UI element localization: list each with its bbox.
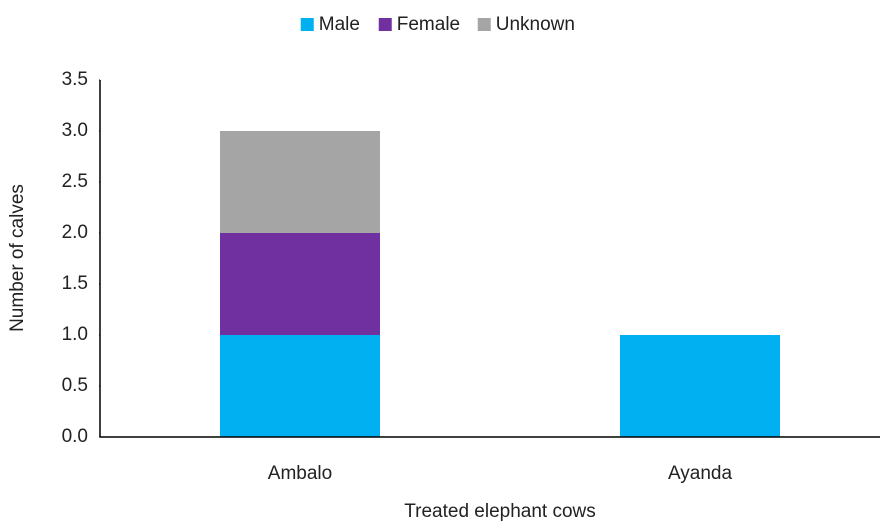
legend-swatch	[300, 18, 314, 31]
y-tick-label: 2.0	[62, 222, 88, 243]
y-tick-label: 2.5	[62, 171, 88, 192]
y-tick-label: 0.0	[62, 426, 88, 447]
legend-label: Male	[319, 14, 360, 35]
legend-label: Unknown	[496, 14, 575, 35]
legend: Male Female Unknown	[300, 14, 575, 35]
x-axis-label: Treated elephant cows	[404, 501, 596, 522]
bar-segment	[220, 233, 380, 335]
x-tick-label: Ayanda	[668, 463, 733, 484]
y-tick-label: 3.5	[62, 69, 88, 90]
bar-segment	[220, 131, 380, 233]
y-tick-label: 1.0	[62, 324, 88, 345]
legend-swatch	[378, 18, 392, 31]
y-tick-label: 0.5	[62, 375, 88, 396]
y-tick-label: 1.5	[62, 273, 88, 294]
y-tick-label: 3.0	[62, 120, 88, 141]
bar-segment	[620, 335, 780, 437]
x-tick-label: Ambalo	[268, 463, 332, 484]
bar-segment	[220, 335, 380, 437]
y-axis-label: Number of calves	[7, 184, 28, 332]
legend-swatch	[477, 18, 491, 31]
legend-label: Female	[397, 14, 460, 35]
